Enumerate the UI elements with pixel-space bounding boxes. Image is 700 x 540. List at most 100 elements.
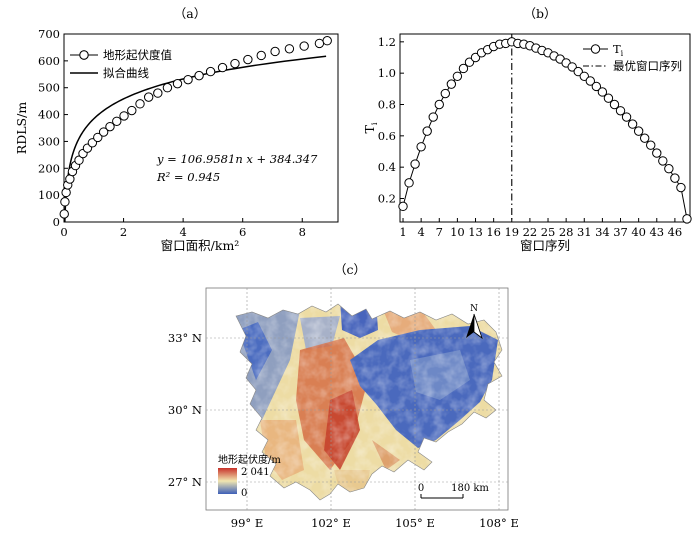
ti-point — [591, 81, 602, 92]
y-tick-label-b: 0.4 — [378, 160, 396, 174]
rdls-point — [194, 70, 204, 81]
ti-point — [464, 57, 475, 67]
scale-end: 180 km — [451, 483, 489, 494]
x-tick-label-b: 16 — [486, 225, 501, 239]
ti-point — [434, 99, 444, 110]
scatter-points-a — [59, 36, 332, 219]
y-tick-label-b: 0.2 — [378, 192, 396, 206]
x-tick-label-b: 19 — [504, 225, 519, 239]
north-label: N — [470, 304, 478, 314]
y-tick-label-a: 100 — [38, 188, 60, 202]
ti-point — [440, 88, 451, 99]
rdls-point — [243, 54, 253, 65]
graticule — [206, 288, 508, 510]
y-tick-label-a: 700 — [38, 27, 60, 41]
plot-frame-a — [63, 33, 339, 223]
y-tick-label-b: 0.6 — [378, 129, 396, 143]
ti-point — [603, 93, 614, 103]
ti-point — [567, 62, 577, 72]
rdls-point — [112, 116, 122, 126]
ti-point — [398, 201, 408, 212]
rdls-point — [256, 50, 266, 61]
rdls-point — [105, 121, 115, 132]
map-legend-max: 2 041 — [241, 467, 270, 478]
rdls-point — [183, 74, 193, 85]
ti-point — [470, 52, 481, 63]
rdls-point — [153, 88, 163, 98]
ti-point — [621, 112, 632, 122]
ti-points — [398, 37, 692, 224]
panel-c-map: （c） — [168, 262, 519, 530]
y-tick-label-a: 600 — [38, 54, 60, 68]
y-axis-label-b-sub: i — [370, 122, 379, 125]
rdls-point — [284, 44, 295, 54]
lon-label-99: 99° E — [231, 516, 263, 530]
ti-point — [670, 173, 680, 183]
y-tick-label-a: 200 — [38, 161, 60, 175]
y-tick-label-b: 1.0 — [378, 66, 396, 80]
x-axis-label-a: 窗口面积/km² — [161, 238, 240, 253]
ti-point — [639, 133, 650, 143]
ti-point — [633, 126, 644, 136]
rdls-point — [61, 187, 71, 198]
ti-point — [597, 87, 608, 97]
x-tick-label-a: 8 — [299, 225, 306, 239]
panel-c-label: （c） — [334, 262, 366, 277]
rdls-point — [230, 58, 240, 69]
x-tick-label-b: 43 — [649, 225, 664, 239]
province-outline — [235, 303, 503, 501]
lat-label-27: 27° N — [168, 475, 202, 489]
y-tick-label-a: 300 — [38, 134, 60, 148]
lat-label-33: 33° N — [168, 331, 202, 345]
x-tick-label-a: 4 — [179, 225, 186, 239]
ti-point — [428, 112, 438, 122]
rdls-point — [314, 38, 325, 49]
ti-point — [658, 156, 668, 166]
scale-start: 0 — [418, 483, 424, 494]
rdls-point — [299, 41, 309, 51]
legend-marker-ti — [590, 44, 601, 54]
map-legend-title: 地形起伏度/m — [218, 453, 281, 466]
x-tick-label-b: 28 — [559, 225, 574, 239]
rdls-point — [135, 99, 145, 109]
legend-entry-rdls: 地形起伏度值 — [103, 48, 172, 62]
ti-point — [627, 119, 638, 129]
lon-label-105: 105° E — [395, 516, 435, 530]
y-tick-label-a: 0 — [53, 215, 60, 229]
rdls-point — [60, 197, 70, 207]
axis-ticks-b: 1 4 7 10 13 16 19 22 25 28 31 34 37 40 43 46 0.2 0.4 0.6 0.… — [378, 35, 683, 239]
legend-entry-fit: 拟合曲线 — [103, 66, 149, 80]
x-tick-label-b: 1 — [399, 225, 406, 239]
rdls-point — [98, 127, 109, 137]
x-tick-label-b: 37 — [613, 225, 628, 239]
legend-entry-optimal: 最优窗口序列 — [613, 59, 682, 73]
ti-point — [646, 140, 656, 150]
rdls-point — [74, 155, 84, 165]
terrain-relief — [236, 304, 502, 500]
ti-point — [452, 71, 463, 82]
panel-b: （b） 1 4 7 10 13 16 19 22 25 28 31 34 37 40 43 46 0.2 0.4 0… — [362, 6, 692, 253]
ti-point — [404, 178, 414, 188]
fit-curve — [64, 55, 327, 222]
x-tick-label-b: 13 — [468, 225, 483, 239]
rdls-point — [93, 132, 103, 143]
rdls-point — [143, 92, 154, 102]
lon-label-102: 102° E — [311, 516, 351, 530]
rdls-point — [119, 111, 129, 121]
panel-b-label: （b） — [523, 6, 556, 21]
panel-a-label: （a） — [174, 6, 206, 21]
y-axis-label-b: Ti — [362, 122, 379, 133]
ti-point — [573, 66, 583, 77]
lat-label-30: 30° N — [168, 403, 202, 417]
x-tick-label-a: 0 — [60, 225, 67, 239]
y-tick-label-b: 0.8 — [378, 98, 396, 112]
rdls-point — [162, 83, 173, 93]
fit-equation: y = 106.9581n x + 384.347 — [156, 152, 318, 166]
x-tick-label-b: 31 — [577, 225, 592, 239]
ti-point — [615, 106, 626, 116]
x-axis-label-b: 窗口序列 — [520, 238, 570, 253]
x-tick-label-b: 25 — [541, 225, 556, 239]
x-tick-label-a: 2 — [120, 225, 127, 239]
ti-point — [579, 71, 589, 82]
